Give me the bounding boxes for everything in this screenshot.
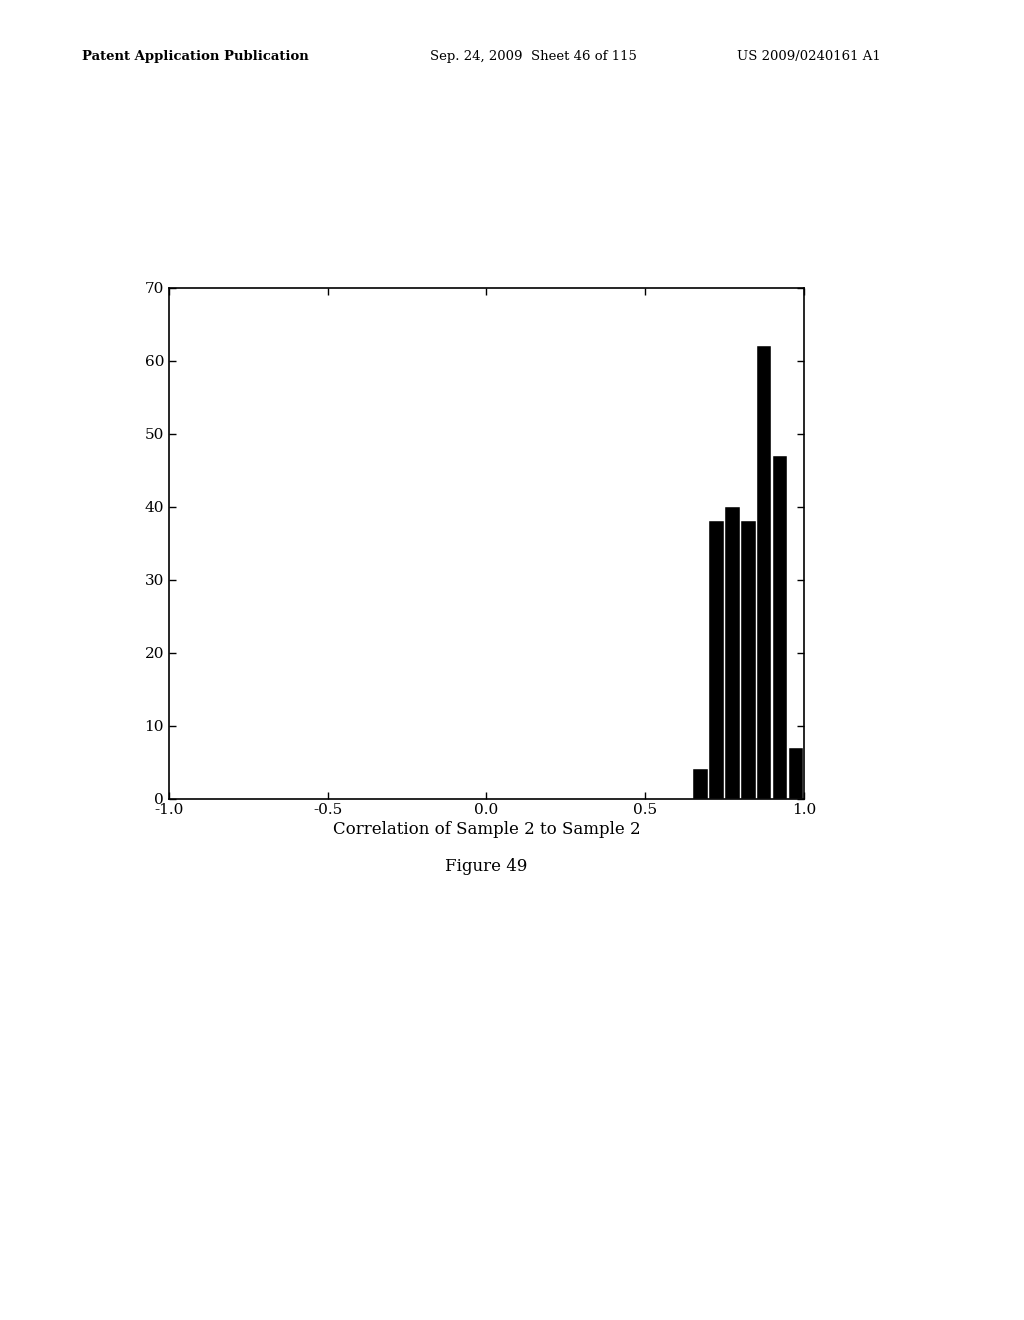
Bar bbox=[725, 507, 739, 799]
Bar bbox=[773, 455, 787, 799]
Bar bbox=[788, 747, 803, 799]
Text: US 2009/0240161 A1: US 2009/0240161 A1 bbox=[737, 50, 881, 63]
Text: Sep. 24, 2009  Sheet 46 of 115: Sep. 24, 2009 Sheet 46 of 115 bbox=[430, 50, 637, 63]
Text: Correlation of Sample 2 to Sample 2: Correlation of Sample 2 to Sample 2 bbox=[333, 821, 640, 838]
Bar bbox=[710, 521, 724, 799]
Text: Patent Application Publication: Patent Application Publication bbox=[82, 50, 308, 63]
Text: Figure 49: Figure 49 bbox=[445, 858, 527, 875]
Bar bbox=[741, 521, 756, 799]
Bar bbox=[693, 770, 708, 799]
Bar bbox=[757, 346, 771, 799]
